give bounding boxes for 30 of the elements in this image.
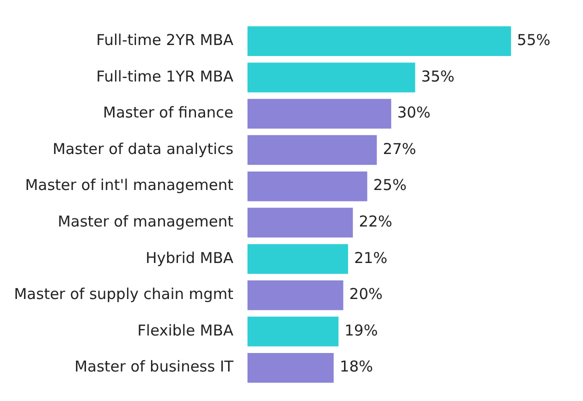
- data-label: 30%: [397, 104, 431, 122]
- data-label: 22%: [358, 212, 392, 231]
- y-tick-label: Hybrid MBA: [146, 248, 234, 267]
- bar: [247, 135, 377, 165]
- data-label: 21%: [354, 248, 388, 267]
- bar: [247, 171, 368, 202]
- bar: [247, 98, 392, 129]
- y-tick-label: Master of management: [58, 212, 234, 231]
- data-label: 27%: [382, 140, 416, 158]
- bar: [247, 26, 512, 56]
- data-label: 35%: [421, 67, 455, 86]
- data-label: 19%: [344, 321, 378, 340]
- data-label: 18%: [340, 358, 374, 376]
- y-tick-label: Master of finance: [103, 104, 234, 122]
- y-tick-label: Full-time 2YR MBA: [96, 31, 234, 50]
- y-tick-label: Full-time 1YR MBA: [96, 67, 234, 86]
- bar: [247, 244, 348, 274]
- y-tick-label: Master of business IT: [74, 358, 234, 376]
- y-tick-label: Master of supply chain mgmt: [14, 285, 234, 304]
- y-tick-label: Flexible MBA: [137, 321, 234, 340]
- bar: [247, 352, 334, 383]
- bar: [247, 316, 338, 346]
- bar: [247, 62, 416, 92]
- bar: [247, 208, 353, 238]
- data-label: 55%: [517, 31, 550, 50]
- y-tick-label: Master of int'l management: [25, 176, 234, 194]
- y-tick-label: Master of data analytics: [52, 140, 234, 158]
- data-label: 25%: [373, 176, 407, 194]
- data-label: 20%: [349, 285, 383, 304]
- bar: [247, 280, 344, 310]
